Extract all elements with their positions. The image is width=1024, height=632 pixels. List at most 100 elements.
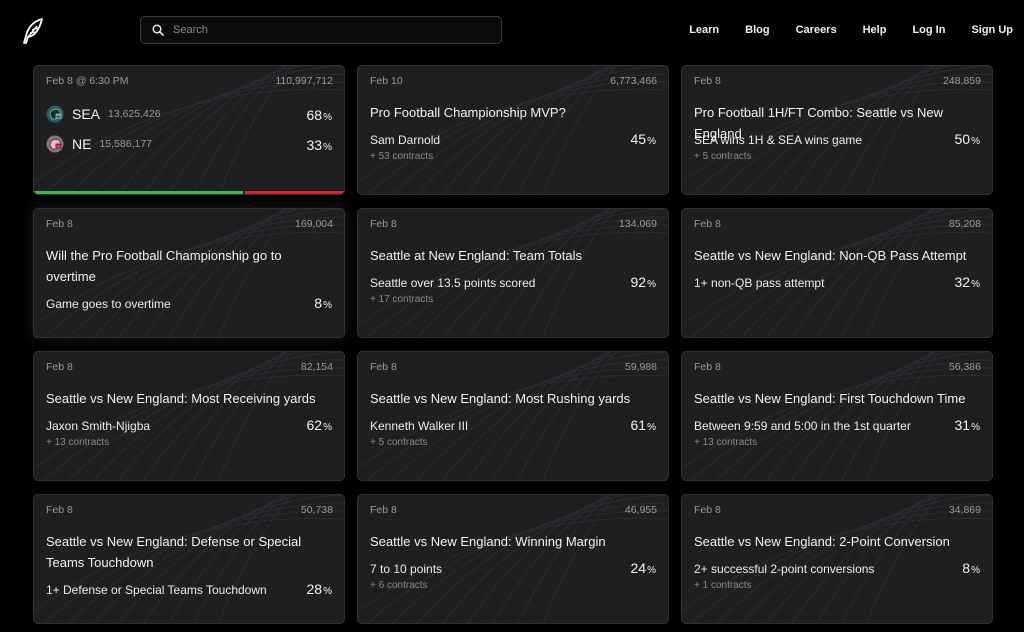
card-volume: 110,997,712 [275,75,333,87]
more-contracts-link[interactable]: + 17 contracts [370,294,434,305]
team-row-ne[interactable]: NE 15,586,177 [46,135,152,153]
card-volume: 50,738 [300,504,333,516]
card-date: Feb 8 @ 6:30 PM [46,75,129,87]
outcome-pct: 28% [306,581,332,597]
outcome-label[interactable]: 2+ successful 2-point conversions [694,562,875,576]
market-card[interactable]: Feb 8 85,208 Seattle vs New England: Non… [681,208,993,338]
market-title: Seattle vs New England: First Touchdown … [694,391,966,406]
card-wave-pattern [682,352,992,480]
card-volume: 46,955 [624,504,657,516]
outcome-pct: 61% [630,417,656,433]
card-volume: 34,869 [948,504,981,516]
nav-login-link[interactable]: Log In [912,24,946,36]
nav-careers-link[interactable]: Careers [795,24,837,36]
market-title: Seattle vs New England: 2-Point Conversi… [694,534,950,549]
card-volume: 248,859 [943,75,981,87]
card-wave-pattern [358,495,668,623]
outcome-label[interactable]: 7 to 10 points [370,562,443,576]
probability-bar-sea [34,191,243,194]
probability-bar-ne [245,191,344,194]
card-volume: 59,988 [624,361,657,373]
more-contracts-link[interactable]: + 5 contracts [370,437,428,448]
card-wave-pattern [682,209,992,337]
market-card[interactable]: Feb 8 56,386 Seattle vs New England: Fir… [681,351,993,481]
card-date: Feb 8 [370,218,397,230]
outcome-label[interactable]: Sam Darnold [370,133,441,147]
card-date: Feb 8 [46,218,73,230]
card-volume: 169,004 [295,218,333,230]
market-card[interactable]: Feb 8 59,988 Seattle vs New England: Mos… [357,351,669,481]
more-contracts-link[interactable]: + 1 contracts [694,580,752,591]
card-volume: 6,773,466 [610,75,657,87]
card-volume: 56,386 [948,361,981,373]
market-title: Seattle vs New England: Non-QB Pass Atte… [694,248,967,263]
card-date: Feb 8 [694,504,721,516]
outcome-pct: 32% [954,274,980,290]
outcome-pct: 45% [630,131,656,147]
market-card[interactable]: Feb 8 134,069 Seattle at New England: Te… [357,208,669,338]
search-box[interactable] [140,16,502,44]
market-card[interactable]: Feb 8 50,738 Seattle vs New England: Def… [33,494,345,624]
team-volume: 15,586,177 [99,138,153,150]
seahawks-helmet-icon [46,105,64,123]
outcome-label[interactable]: Seattle over 13.5 points scored [370,276,536,290]
card-date: Feb 8 [694,361,721,373]
featured-game-card[interactable]: Feb 8 @ 6:30 PM 110,997,712 SEA 13,625,4… [33,65,345,195]
more-contracts-link[interactable]: + 6 contracts [370,580,428,591]
market-title: Seattle vs New England: Most Rushing yar… [370,391,631,406]
market-title: Will the Pro Football Championship go to… [46,248,282,284]
card-wave-pattern [34,352,344,480]
market-title: Seattle vs New England: Most Receiving y… [46,391,316,406]
more-contracts-link[interactable]: + 53 contracts [370,151,434,162]
outcome-label[interactable]: 1+ non-QB pass attempt [694,276,825,290]
card-date: Feb 10 [370,75,403,87]
outcome-label[interactable]: Kenneth Walker III [370,419,469,433]
feather-logo-icon[interactable] [22,18,44,44]
card-volume: 82,154 [300,361,333,373]
market-card[interactable]: Feb 8 34,869 Seattle vs New England: 2-P… [681,494,993,624]
market-card[interactable]: Feb 8 82,154 Seattle vs New England: Mos… [33,351,345,481]
card-date: Feb 8 [694,75,721,87]
outcome-pct: 92% [630,274,656,290]
outcome-pct: 24% [630,560,656,576]
nav-help-link[interactable]: Help [862,24,887,36]
team-abbr: NE [72,136,92,152]
outcome-pct: 50% [954,131,980,147]
card-date: Feb 8 [46,504,73,516]
team-abbr: SEA [72,106,101,122]
market-title: Pro Football Championship MVP? [370,105,566,120]
card-volume: 85,208 [948,218,981,230]
card-date: Feb 8 [370,504,397,516]
market-card[interactable]: Feb 10 6,773,466 Pro Football Championsh… [357,65,669,195]
card-wave-pattern [358,352,668,480]
nav-signup-link[interactable]: Sign Up [971,24,1013,36]
nav-blog-link[interactable]: Blog [745,24,770,36]
market-card[interactable]: Feb 8 169,004 Will the Pro Football Cham… [33,208,345,338]
top-bar: Learn Blog Careers Help Log In Sign Up [0,0,1024,62]
market-title: Seattle vs New England: Winning Margin [370,534,606,549]
nav-learn-link[interactable]: Learn [689,24,720,36]
more-contracts-link[interactable]: + 13 contracts [694,437,758,448]
outcome-label[interactable]: Jaxon Smith-Njigba [46,419,151,433]
card-wave-pattern [682,495,992,623]
team-row-sea[interactable]: SEA 13,625,426 [46,105,161,123]
card-volume: 134,069 [619,218,657,230]
market-title: Seattle at New England: Team Totals [370,248,582,263]
outcome-pct: 62% [306,417,332,433]
market-card[interactable]: Feb 8 46,955 Seattle vs New England: Win… [357,494,669,624]
search-icon [152,24,164,36]
outcome-label[interactable]: SEA wins 1H & SEA wins game [694,133,863,147]
search-input[interactable] [171,23,475,37]
outcome-pct: 8% [962,560,980,576]
team-volume: 13,625,426 [108,108,161,120]
more-contracts-link[interactable]: + 5 contracts [694,151,752,162]
market-card[interactable]: Feb 8 248,859 Pro Football 1H/FT Combo: … [681,65,993,195]
outcome-pct: 31% [954,417,980,433]
top-nav: Learn Blog Careers Help Log In Sign Up [663,24,1013,36]
outcome-label[interactable]: 1+ Defense or Special Teams Touchdown [46,583,267,597]
team-pct: 33% [306,137,332,153]
outcome-label[interactable]: Between 9:59 and 5:00 in the 1st quarter [694,419,911,433]
card-date: Feb 8 [694,218,721,230]
outcome-label[interactable]: Game goes to overtime [46,297,171,311]
more-contracts-link[interactable]: + 13 contracts [46,437,110,448]
